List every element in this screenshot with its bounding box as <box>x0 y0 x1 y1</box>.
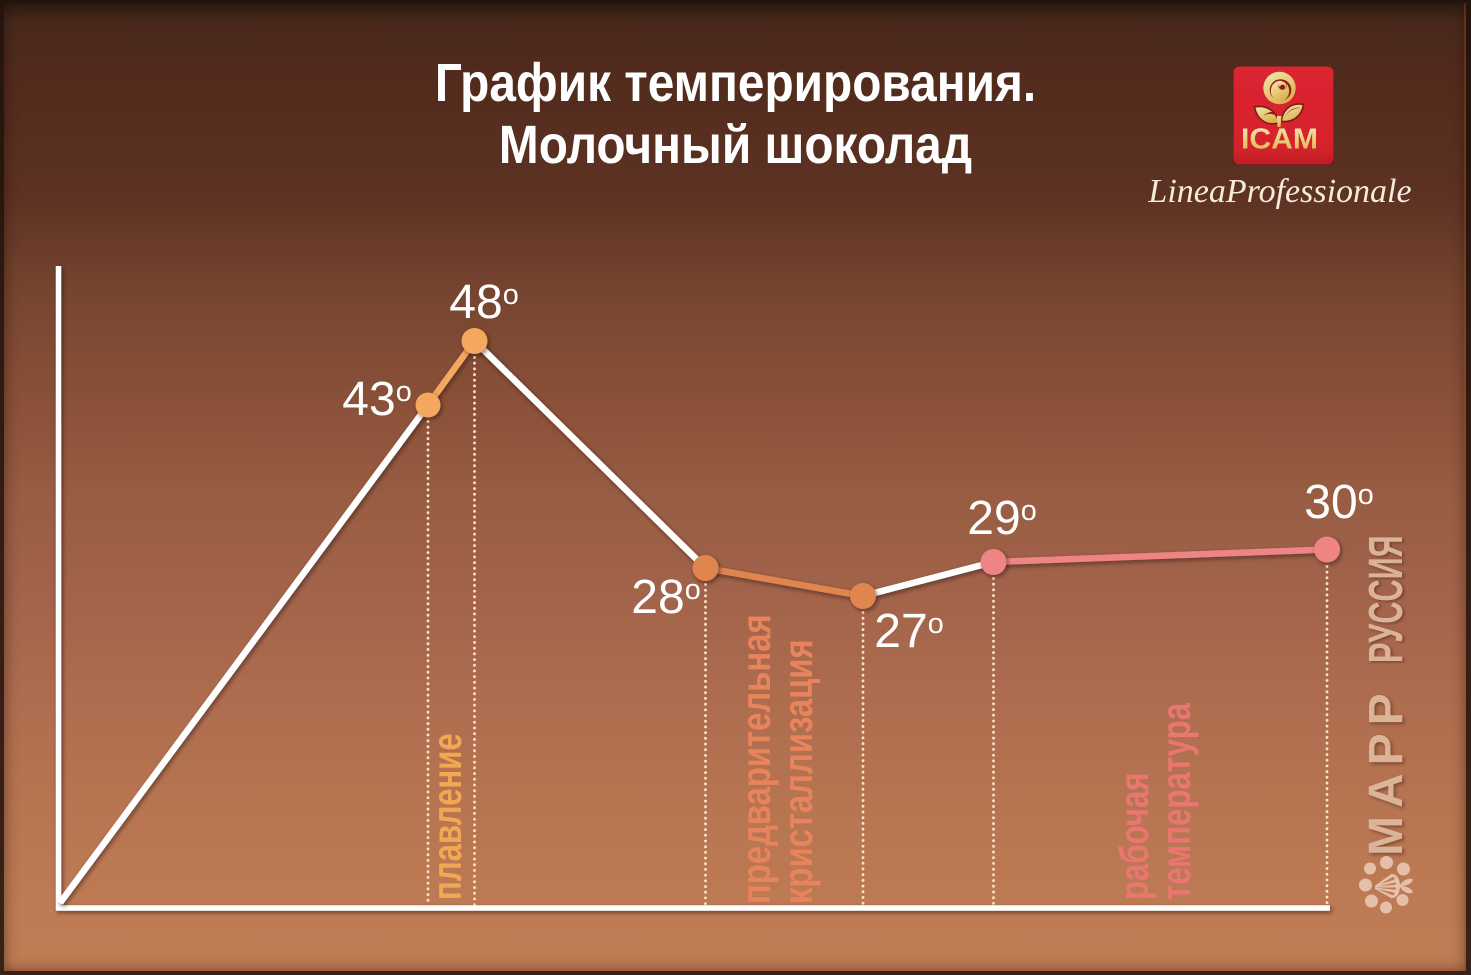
svg-text:ICAM: ICAM <box>1241 124 1318 156</box>
